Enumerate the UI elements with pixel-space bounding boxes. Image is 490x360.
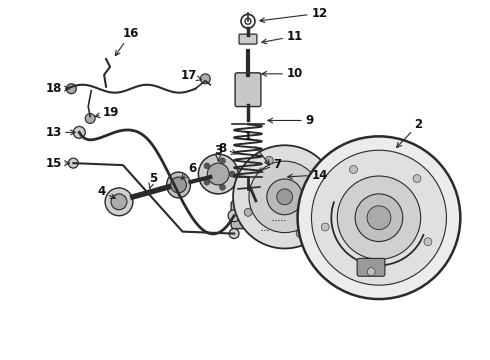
Text: 6: 6 (181, 162, 196, 179)
Text: 16: 16 (115, 27, 139, 56)
Text: 1: 1 (244, 130, 270, 165)
Circle shape (171, 177, 187, 193)
Text: 2: 2 (396, 118, 423, 147)
Circle shape (265, 156, 273, 164)
FancyBboxPatch shape (239, 34, 257, 44)
Circle shape (318, 177, 325, 185)
Text: 4: 4 (97, 185, 115, 198)
Circle shape (296, 229, 304, 237)
Circle shape (337, 176, 420, 260)
Text: 18: 18 (45, 82, 69, 95)
FancyBboxPatch shape (231, 201, 265, 229)
FancyBboxPatch shape (357, 258, 385, 276)
Circle shape (200, 74, 210, 84)
FancyBboxPatch shape (235, 73, 261, 107)
Text: 17: 17 (180, 69, 201, 82)
Circle shape (321, 223, 329, 231)
Text: 3: 3 (214, 144, 222, 161)
Circle shape (204, 163, 210, 169)
Text: 11: 11 (262, 30, 303, 44)
Text: 9: 9 (268, 114, 314, 127)
Circle shape (229, 171, 235, 177)
Text: 14: 14 (288, 168, 328, 181)
Ellipse shape (111, 194, 127, 210)
Circle shape (367, 268, 375, 276)
Circle shape (297, 136, 460, 299)
Text: 7: 7 (258, 158, 282, 172)
Circle shape (233, 145, 336, 248)
Text: 10: 10 (262, 67, 303, 80)
Circle shape (220, 184, 225, 190)
Circle shape (424, 238, 432, 246)
Circle shape (251, 225, 261, 235)
Circle shape (367, 206, 391, 230)
Circle shape (249, 161, 320, 233)
Text: 15: 15 (45, 157, 69, 170)
Circle shape (349, 166, 357, 174)
Circle shape (207, 163, 229, 185)
Circle shape (244, 208, 252, 216)
Circle shape (312, 150, 446, 285)
Circle shape (229, 229, 239, 239)
Circle shape (74, 126, 85, 138)
Circle shape (198, 154, 238, 194)
Ellipse shape (105, 188, 133, 216)
Ellipse shape (167, 172, 191, 198)
Circle shape (267, 179, 302, 215)
Circle shape (355, 194, 403, 242)
Circle shape (85, 113, 95, 123)
Circle shape (228, 210, 240, 222)
Text: 19: 19 (95, 106, 119, 119)
Text: 12: 12 (260, 7, 327, 22)
Circle shape (69, 158, 78, 168)
Text: 8: 8 (218, 142, 236, 155)
Circle shape (220, 158, 225, 164)
Circle shape (204, 179, 210, 185)
Circle shape (66, 84, 76, 94)
Text: 5: 5 (148, 171, 157, 189)
Circle shape (277, 189, 293, 205)
Text: 13: 13 (46, 126, 75, 139)
Circle shape (413, 175, 421, 183)
